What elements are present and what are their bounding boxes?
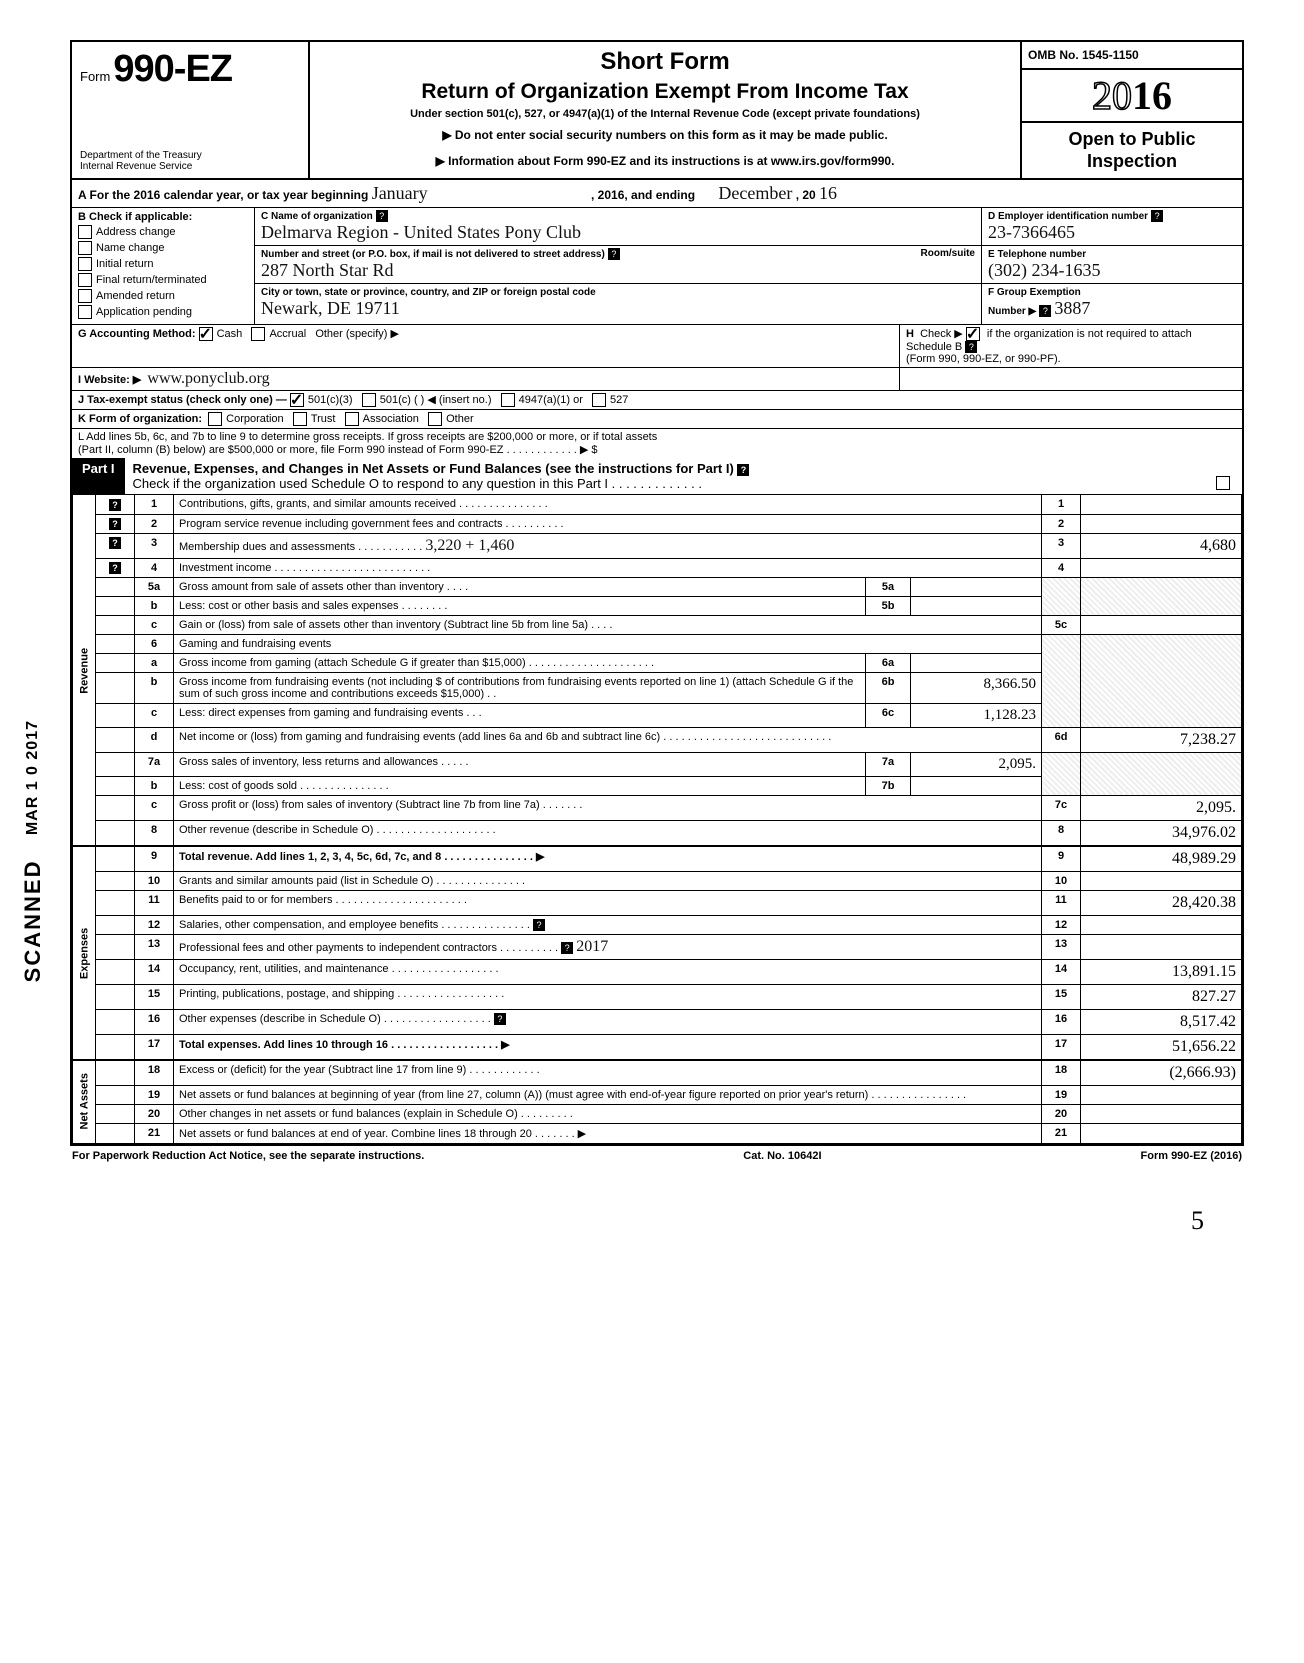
net-assets-label: Net Assets [73,1060,96,1144]
check-trust[interactable] [293,412,307,426]
col-b: B Check if applicable: Address change Na… [72,208,255,324]
scanned-stamp: SCANNED MAR 1 0 2017 [20,720,46,982]
check-527[interactable] [592,393,606,407]
row-i: I Website: ▶ www.ponyclub.org [72,368,1242,391]
line18-amt: (2,666.93) [1081,1060,1242,1086]
group-exemption-hw: 3887 [1054,298,1090,318]
line3-amt: 4,680 [1081,533,1242,558]
part1-table: Revenue ?1 Contributions, gifts, grants,… [72,494,1242,1143]
check-501c3[interactable] [290,393,304,407]
org-name-hw: Delmarva Region - United States Pony Clu… [261,222,581,242]
section-bcdef: B Check if applicable: Address change Na… [72,208,1242,325]
check-501c[interactable] [362,393,376,407]
line6b-amt: 8,366.50 [911,672,1042,703]
line8-amt: 34,976.02 [1081,820,1242,846]
begin-date-hw: January [372,183,428,203]
end-month-hw: December [718,183,792,203]
row-j: J Tax-exempt status (check only one) — 5… [72,391,1242,410]
check-4947[interactable] [501,393,515,407]
footer-mid: Cat. No. 10642I [743,1150,821,1162]
header-mid: Short Form Return of Organization Exempt… [310,42,1022,178]
col-def: D Employer identification number ? 23-73… [982,208,1242,324]
omb-number: OMB No. 1545-1150 [1022,42,1242,70]
check-final-return[interactable] [78,273,92,287]
help-icon: ? [376,210,388,222]
line6c-amt: 1,128.23 [911,703,1042,727]
help-icon: ? [737,464,749,476]
line15-amt: 827.27 [1081,984,1242,1009]
form-990ez: Form 990-EZ Department of the Treasury I… [70,40,1244,1146]
line-a: A For the 2016 calendar year, or tax yea… [72,180,1242,208]
row-k: K Form of organization: Corporation Trus… [72,410,1242,429]
check-amended[interactable] [78,289,92,303]
dept-line1: Department of the Treasury [80,150,300,161]
row-gh: G Accounting Method: Cash Accrual Other … [72,325,1242,368]
check-assoc[interactable] [345,412,359,426]
footer: For Paperwork Reduction Act Notice, see … [70,1146,1244,1166]
check-accrual[interactable] [251,327,265,341]
line11-amt: 28,420.38 [1081,890,1242,915]
website-hw: www.ponyclub.org [147,370,269,387]
check-other-org[interactable] [428,412,442,426]
col-c: C Name of organization ? Delmarva Region… [255,208,982,324]
form-number: 990-EZ [113,48,232,90]
expenses-label: Expenses [73,846,96,1060]
line6d-amt: 7,238.27 [1081,727,1242,752]
line14-amt: 13,891.15 [1081,959,1242,984]
arrow-ssn: ▶ Do not enter social security numbers o… [320,128,1010,142]
check-app-pending[interactable] [78,305,92,319]
footer-left: For Paperwork Reduction Act Notice, see … [72,1150,424,1162]
end-yy-hw: 16 [819,183,837,203]
tax-year: 2016 [1022,70,1242,123]
check-corp[interactable] [208,412,222,426]
dept-line2: Internal Revenue Service [80,161,300,172]
phone-hw: (302) 234-1635 [988,260,1100,280]
help-icon: ? [1039,305,1051,317]
check-name-change[interactable] [78,241,92,255]
help-icon: ? [1151,210,1163,222]
open-to-public: Open to PublicInspection [1022,123,1242,178]
line9-amt: 48,989.29 [1081,846,1242,872]
check-address-change[interactable] [78,225,92,239]
check-h[interactable] [966,327,980,341]
form-label: Form [80,69,110,84]
line3-calc-hw: 3,220 + 1,460 [425,537,514,554]
arrow-info: ▶ Information about Form 990-EZ and its … [320,154,1010,168]
check-cash[interactable] [199,327,213,341]
header-right: OMB No. 1545-1150 2016 Open to PublicIns… [1022,42,1242,178]
title-short-form: Short Form [320,48,1010,76]
line7c-amt: 2,095. [1081,795,1242,820]
ein-hw: 23-7366465 [988,222,1075,242]
footer-right: Form 990-EZ (2016) [1141,1150,1243,1162]
row-l: L Add lines 5b, 6c, and 7b to line 9 to … [72,429,1242,458]
header-row: Form 990-EZ Department of the Treasury I… [72,42,1242,180]
revenue-label: Revenue [73,495,96,846]
check-schedule-o[interactable] [1216,476,1230,490]
title-return: Return of Organization Exempt From Incom… [320,80,1010,104]
street-hw: 287 North Star Rd [261,260,394,280]
part-1-header: Part I Revenue, Expenses, and Changes in… [72,458,1242,494]
city-hw: Newark, DE 19711 [261,298,400,318]
header-left: Form 990-EZ Department of the Treasury I… [72,42,310,178]
line13-hw: 2017 [576,938,608,955]
line16-amt: 8,517.42 [1081,1009,1242,1034]
check-initial-return[interactable] [78,257,92,271]
help-icon: ? [608,248,620,260]
line17-amt: 51,656.22 [1081,1034,1242,1060]
page-number-hw: 5 [70,1206,1204,1236]
under-section: Under section 501(c), 527, or 4947(a)(1)… [320,108,1010,120]
line7a-amt: 2,095. [911,752,1042,776]
